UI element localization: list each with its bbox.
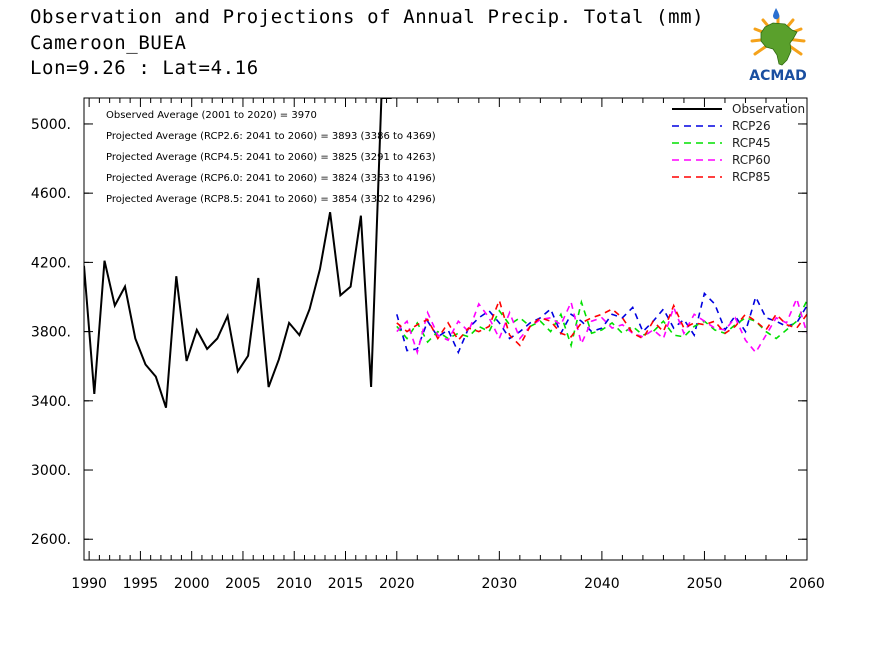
average-annotation-0: Observed Average (2001 to 2020) = 3970 — [106, 110, 317, 121]
acmad-logo: ACMAD — [735, 5, 821, 85]
y-axis-labels: 2600. 3000. 3400. 3800. 4200. 4600. 5000. — [31, 117, 71, 548]
x-tick-label: 2060 — [789, 576, 825, 592]
x-tick-label: 2015 — [328, 576, 364, 592]
average-annotations: Observed Average (2001 to 2020) = 3970 Pr… — [106, 110, 436, 205]
legend-label-rcp60: RCP60 — [732, 153, 771, 167]
x-tick-label: 1995 — [123, 576, 159, 592]
average-annotation-3: Projected Average (RCP6.0: 2041 to 2060)… — [106, 173, 436, 184]
chart-subtitle-coordinates: Lon=9.26 : Lat=4.16 — [30, 57, 259, 79]
axis-ticks — [84, 98, 808, 560]
x-tick-label: 2050 — [687, 576, 723, 592]
series-line-rcp60 — [396, 296, 807, 356]
x-tick-label: 2040 — [584, 576, 620, 592]
y-tick-label: 2600. — [31, 532, 71, 548]
series-layer — [84, 98, 807, 409]
average-annotation-4: Projected Average (RCP8.5: 2041 to 2060)… — [106, 194, 436, 205]
y-tick-label: 4200. — [31, 255, 71, 271]
x-axis-labels: 1990 1995 2000 2005 2010 2015 2020 2030 2040 2050… — [71, 576, 825, 592]
legend-label-rcp85: RCP85 — [732, 170, 771, 184]
y-tick-label: 5000. — [31, 117, 71, 133]
water-drop-icon — [773, 8, 780, 20]
average-annotation-2: Projected Average (RCP4.5: 2041 to 2060)… — [106, 152, 436, 163]
legend-label-rcp26: RCP26 — [732, 119, 771, 133]
average-annotation-1: Projected Average (RCP2.6: 2041 to 2060)… — [106, 131, 436, 142]
x-tick-label: 1990 — [71, 576, 107, 592]
y-tick-label: 4600. — [31, 186, 71, 202]
x-tick-label: 2020 — [379, 576, 415, 592]
logo-text: ACMAD — [749, 68, 807, 84]
x-tick-label: 2030 — [482, 576, 518, 592]
series-line-rcp26 — [396, 291, 807, 355]
legend-label-observation: Observation — [732, 102, 805, 116]
y-tick-label: 3000. — [31, 463, 71, 479]
y-tick-label: 3400. — [31, 394, 71, 410]
series-line-rcp45 — [396, 299, 807, 349]
y-tick-label: 3800. — [31, 325, 71, 341]
legend: Observation RCP26 RCP45 RCP60 RCP85 — [672, 102, 805, 184]
chart-title: Observation and Projections of Annual Pr… — [30, 6, 705, 28]
series-line-observation — [84, 98, 392, 409]
x-tick-label: 2005 — [225, 576, 261, 592]
africa-map-icon — [760, 22, 798, 66]
plot-frame — [83, 97, 808, 561]
x-tick-label: 2000 — [174, 576, 210, 592]
chart-subtitle-location: Cameroon_BUEA — [30, 32, 187, 54]
legend-label-rcp45: RCP45 — [732, 136, 771, 150]
x-tick-label: 2010 — [276, 576, 312, 592]
acmad-logo-graphic: ACMAD — [749, 8, 807, 84]
